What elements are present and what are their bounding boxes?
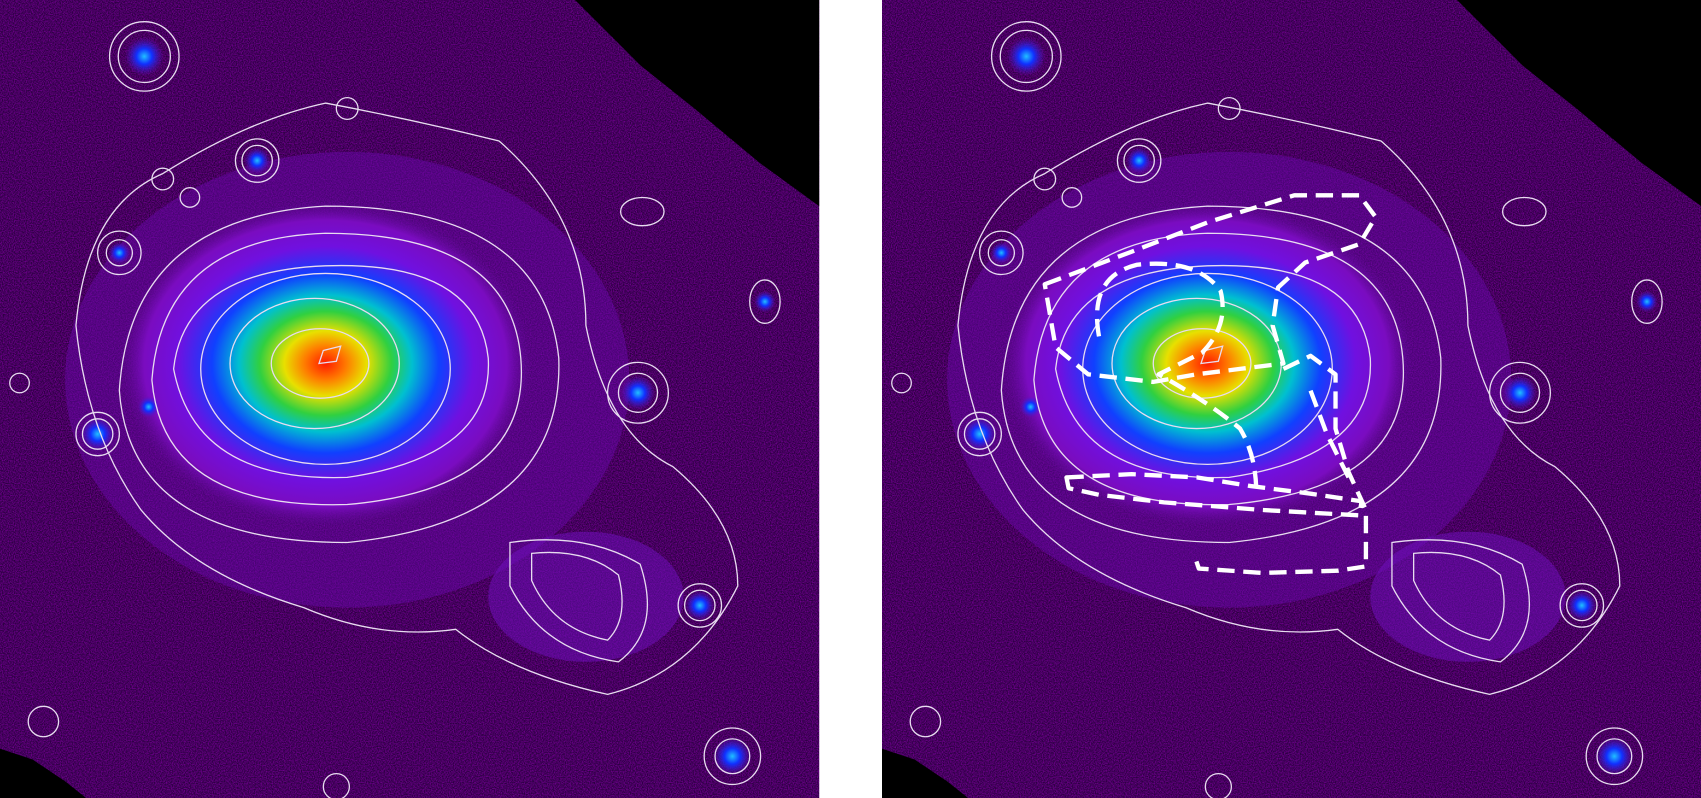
left-panel — [0, 0, 819, 798]
figure — [0, 0, 1701, 798]
page — [0, 0, 1701, 798]
right-panel — [882, 0, 1701, 798]
